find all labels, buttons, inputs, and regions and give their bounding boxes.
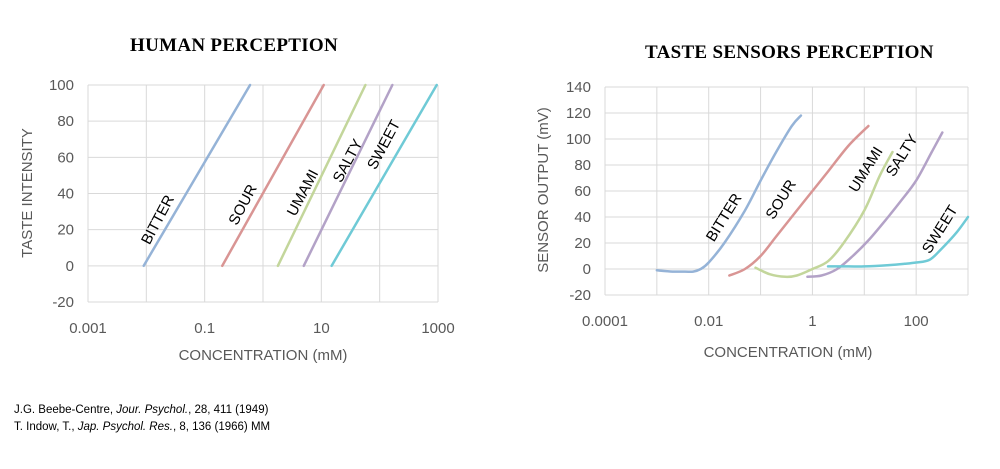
sensor-y-tick-label: 20 [574,235,591,252]
human-y-tick-label: 80 [57,113,74,130]
human-series-sour-line [220,83,325,268]
reference-2: T. Indow, T., Jap. Psychol. Res., 8, 136… [14,419,270,436]
taste-sensors-title: TASTE SENSORS PERCEPTION [645,42,934,63]
sensor-series-umami-line [754,150,894,279]
reference-1-journal: Jour. Psychol. [116,404,189,416]
references: J.G. Beebe-Centre, Jour. Psychol., 28, 4… [14,402,270,436]
human-x-tick-label: 0.001 [69,320,107,337]
sensor-y-axis-title: SENSOR OUTPUT (mV) [535,107,552,273]
human-series-sweet-line [330,83,438,268]
human-perception-title: HUMAN PERCEPTION [130,35,338,56]
sensor-y-tick-label: 120 [566,105,591,122]
human-y-tick-label: 100 [49,77,74,94]
human-y-tick-label: 40 [57,186,74,203]
sensor-series-sour-line [728,124,870,277]
human-y-tick-label: -20 [52,294,74,311]
sensor-series-bitter-line [655,114,803,274]
reference-1: J.G. Beebe-Centre, Jour. Psychol., 28, 4… [14,402,270,419]
sensor-series-umami-label: UMAMI [846,144,887,195]
reference-2-journal: Jap. Psychol. Res. [77,421,173,433]
sensor-x-tick-label: 0.01 [694,313,723,330]
reference-1-authors: J.G. Beebe-Centre, [14,404,117,416]
human-x-axis-title: CONCENTRATION (mM) [179,347,348,364]
sensor-y-tick-label: -20 [569,287,591,304]
sensor-x-axis-title: CONCENTRATION (mM) [704,344,873,361]
human-series-salty-line [302,83,394,268]
sensor-y-tick-label: 100 [566,131,591,148]
human-series-sweet-label: SWEET [364,117,404,172]
sensor-series-sweet-line [826,215,970,268]
human-y-tick-label: 20 [57,222,74,239]
sensor-y-tick-label: 60 [574,183,591,200]
human-y-axis-title: TASTE INTENSITY [19,128,36,258]
sensor-x-tick-label: 100 [904,313,929,330]
reference-1-details: , 28, 411 (1949) [188,404,269,416]
human-series-umami-line [276,83,367,268]
reference-2-authors: T. Indow, T., [14,421,78,433]
human-y-tick-label: 0 [66,258,74,275]
human-x-tick-label: 1000 [421,320,454,337]
sensor-y-tick-label: 40 [574,209,591,226]
human-x-tick-label: 10 [313,320,330,337]
sensor-series-salty-line [806,131,944,279]
sensor-x-tick-label: 1 [808,313,816,330]
human-series-salty-label: SALTY [330,136,367,185]
reference-2-details: , 8, 136 (1966) MM [172,421,271,433]
sensor-y-tick-label: 80 [574,157,591,174]
sensor-series-bitter-label: BITTER [703,190,746,244]
human-y-tick-label: 60 [57,149,74,166]
sensor-x-tick-label: 0.0001 [582,313,628,330]
human-x-tick-label: 0.1 [194,320,215,337]
sensor-y-tick-label: 140 [566,79,591,96]
sensor-y-tick-label: 0 [583,261,591,278]
human-series-bitter-line [142,83,252,268]
